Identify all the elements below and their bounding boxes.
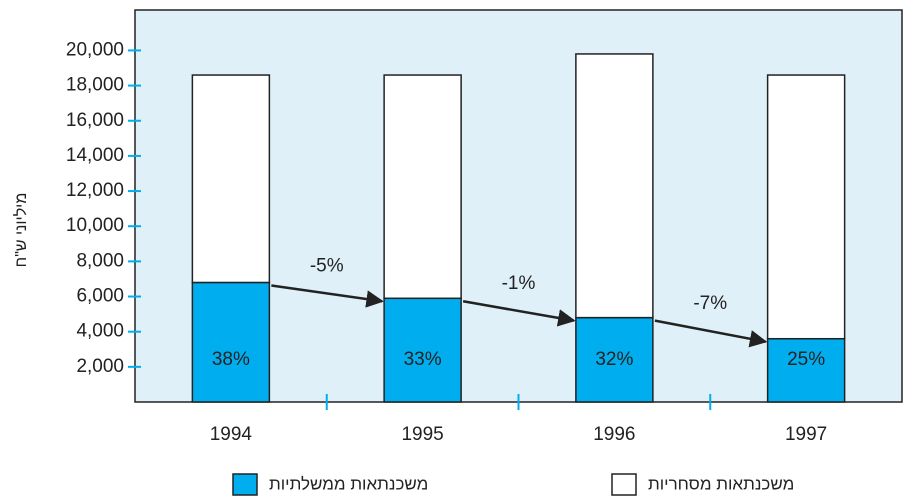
change-arrow xyxy=(462,300,576,327)
bar-label: 25% xyxy=(787,349,825,370)
bar-segment xyxy=(575,53,654,319)
y-tick-label: 6,000 xyxy=(76,286,124,307)
bar-segment xyxy=(191,74,271,284)
y-tick-label: 2,000 xyxy=(76,356,124,377)
bar-label: 32% xyxy=(595,349,633,370)
y-tick-label: 8,000 xyxy=(76,250,124,271)
bar-segment xyxy=(383,297,462,403)
bar-segment xyxy=(191,281,271,403)
legend-label: משכנתאות מסחריות xyxy=(648,474,794,493)
bar-label: 38% xyxy=(212,349,250,370)
bar-segment xyxy=(383,74,462,300)
bar-label: 33% xyxy=(404,349,442,370)
change-arrow xyxy=(271,284,384,308)
change-label: -1% xyxy=(502,273,536,294)
y-tick-label: 16,000 xyxy=(66,110,124,131)
change-label: -5% xyxy=(310,255,344,276)
legend-swatch xyxy=(232,473,258,496)
legend-swatch xyxy=(611,473,637,496)
y-tick-label: 12,000 xyxy=(66,180,124,201)
x-tick-label: 1997 xyxy=(785,424,827,445)
change-label: -7% xyxy=(693,293,727,314)
y-tick-label: 10,000 xyxy=(66,215,124,236)
bar-segment xyxy=(766,74,846,340)
y-tick-label: 20,000 xyxy=(66,39,124,60)
bar-segment xyxy=(575,316,654,403)
y-tick-label: 18,000 xyxy=(66,75,124,96)
change-arrow xyxy=(654,319,768,348)
y-axis-label: מיליוני ש"ח xyxy=(12,193,30,268)
x-tick-label: 1994 xyxy=(210,424,253,445)
y-tick-label: 4,000 xyxy=(76,321,124,342)
bar-segment xyxy=(766,337,846,403)
y-tick-label: 14,000 xyxy=(66,145,124,166)
legend-label: משכנתאות ממשלתיות xyxy=(269,474,428,493)
x-tick-label: 1996 xyxy=(593,424,635,445)
x-tick-label: 1995 xyxy=(401,424,443,445)
